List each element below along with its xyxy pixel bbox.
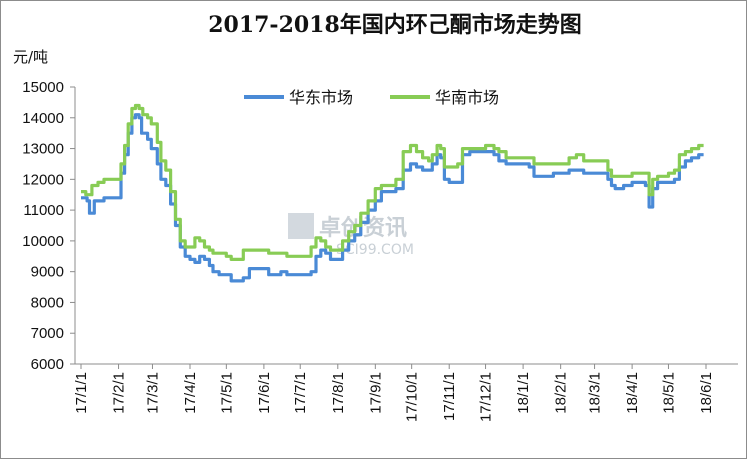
x-tick-label: 18/5/1: [660, 372, 677, 414]
x-tick-label: 18/6/1: [698, 372, 715, 414]
x-tick-label: 17/6/1: [256, 372, 273, 414]
legend-label: 华南市场: [435, 88, 499, 107]
x-tick-label: 18/4/1: [624, 372, 641, 414]
x-tick-label: 17/12/1: [478, 372, 495, 422]
y-tick-label: 15000: [22, 79, 64, 96]
x-tick-label: 17/3/1: [144, 372, 161, 414]
x-tick-label: 17/4/1: [182, 372, 199, 414]
x-tick-label: 17/8/1: [330, 372, 347, 414]
x-tick-label: 18/3/1: [587, 372, 604, 414]
y-tick-label: 9000: [31, 264, 64, 281]
series-line-east-china: [81, 113, 704, 283]
x-tick-label: 17/11/1: [441, 372, 458, 421]
chart-title: 2017-2018年国内环己酮市场走势图: [208, 12, 582, 38]
y-axis-unit-label: 元/吨: [13, 48, 48, 66]
y-tick-label: 11000: [23, 202, 64, 219]
x-tick-label: 18/1/1: [515, 372, 532, 414]
x-tick-label: 17/1/1: [73, 372, 90, 414]
x-tick-label: 17/9/1: [367, 372, 384, 414]
x-tick-label: 17/2/1: [111, 372, 128, 414]
y-tick-label: 14000: [22, 110, 64, 127]
watermark-logo-icon: [288, 213, 314, 239]
y-tick-label: 8000: [31, 294, 64, 311]
legend-label: 华东市场: [289, 88, 353, 107]
y-axis-ticks: 6000 7000 8000 9000 10000 11000 12000 13000 1400…: [22, 79, 75, 373]
y-tick-label: 7000: [31, 325, 64, 342]
x-tick-label: 17/7/1: [292, 372, 309, 414]
y-tick-label: 12000: [22, 171, 64, 188]
y-tick-label: 6000: [31, 356, 64, 373]
series-line-south-china: [81, 103, 704, 261]
x-axis-ticks: 17/1/1 17/2/1 17/3/1 17/4/1 17/5/1 17/6/1 17/7…: [73, 364, 715, 422]
y-tick-label: 10000: [22, 233, 64, 250]
watermark-text-en: SCI99.COM: [336, 242, 414, 258]
watermark: 卓创资讯 SCI99.COM: [288, 213, 414, 258]
x-tick-label: 18/2/1: [553, 372, 570, 414]
x-tick-label: 17/10/1: [404, 372, 421, 422]
series-lines: [81, 103, 704, 283]
y-tick-label: 13000: [22, 141, 64, 158]
x-tick-label: 17/5/1: [218, 372, 235, 414]
watermark-text-cn: 卓创资讯: [319, 216, 407, 241]
legend: 华东市场 华南市场: [244, 88, 499, 107]
